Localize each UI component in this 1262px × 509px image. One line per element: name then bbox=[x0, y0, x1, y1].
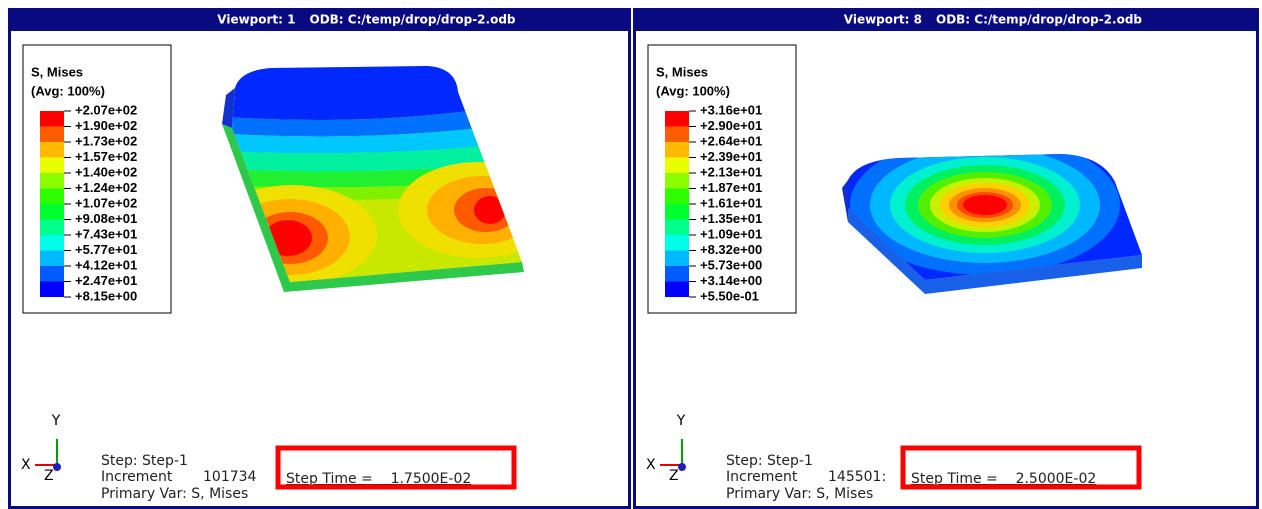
legend-swatch bbox=[40, 189, 64, 205]
legend-subtitle: (Avg: 100%) bbox=[656, 83, 730, 98]
legend-label: +1.87e+01 bbox=[700, 180, 762, 195]
legend-swatch bbox=[665, 235, 689, 251]
viewport-title: Viewport: 1 bbox=[217, 13, 295, 27]
triad-z-label: Z bbox=[669, 468, 679, 484]
odb-path: ODB: C:/temp/drop/drop-2.odb bbox=[310, 13, 516, 27]
legend-label: +8.15e+00 bbox=[75, 288, 137, 303]
legend-label: +3.16e+01 bbox=[700, 102, 762, 117]
legend-label: +5.77e+01 bbox=[75, 242, 137, 257]
legend-swatch bbox=[40, 173, 64, 189]
legend-swatch bbox=[40, 220, 64, 236]
legend-subtitle: (Avg: 100%) bbox=[31, 83, 105, 98]
triad-z-label: Z bbox=[44, 468, 54, 484]
status-step: Step: Step-1 bbox=[101, 453, 188, 469]
legend-label: +3.14e+00 bbox=[700, 273, 762, 288]
legend-label: +1.73e+02 bbox=[75, 133, 137, 148]
status-step: Step: Step-1 bbox=[726, 453, 813, 469]
legend-swatch bbox=[40, 235, 64, 251]
legend-label: +2.07e+02 bbox=[75, 102, 137, 117]
legend-label: +1.40e+02 bbox=[75, 164, 137, 179]
legend-swatch bbox=[40, 142, 64, 158]
triad-z bbox=[678, 463, 686, 471]
legend-label: +4.12e+01 bbox=[75, 257, 137, 272]
legend-title: S, Mises bbox=[31, 64, 83, 79]
legend-swatch bbox=[665, 158, 689, 174]
legend-swatch bbox=[665, 173, 689, 189]
status-primary: Primary Var: S, Mises bbox=[101, 486, 248, 502]
legend-label: +5.73e+00 bbox=[700, 257, 762, 272]
viewport-window: Viewport: 1 ODB: C:/temp/drop/drop-2.odb S… bbox=[0, 0, 1262, 509]
viewport-title: Viewport: 8 bbox=[844, 13, 922, 27]
triad-y-label: Y bbox=[676, 413, 686, 429]
status-increment: Increment bbox=[101, 469, 173, 485]
legend-label: +2.13e+01 bbox=[700, 164, 762, 179]
legend-swatch bbox=[40, 282, 64, 298]
legend-label: +1.35e+01 bbox=[700, 211, 762, 226]
legend-label: +1.24e+02 bbox=[75, 180, 137, 195]
legend-label: +2.47e+01 bbox=[75, 273, 137, 288]
status-increment-value: 145501: bbox=[828, 469, 886, 485]
legend-label: +5.50e-01 bbox=[700, 288, 759, 303]
status-increment: Increment bbox=[726, 469, 798, 485]
legend-title: S, Mises bbox=[656, 64, 708, 79]
triad-x-label: X bbox=[21, 457, 31, 473]
legend-label: +8.32e+00 bbox=[700, 242, 762, 257]
legend-label: +1.90e+02 bbox=[75, 118, 137, 133]
triad-z bbox=[53, 463, 61, 471]
status-primary: Primary Var: S, Mises bbox=[726, 486, 873, 502]
legend-swatch bbox=[40, 266, 64, 282]
legend-swatch bbox=[40, 251, 64, 267]
legend-label: +2.64e+01 bbox=[700, 133, 762, 148]
legend-swatch bbox=[665, 266, 689, 282]
legend-label: +1.61e+01 bbox=[700, 195, 762, 210]
legend-label: +1.57e+02 bbox=[75, 149, 137, 164]
status-increment-value: 101734 bbox=[203, 469, 257, 485]
legend-swatch bbox=[665, 189, 689, 205]
legend-swatch bbox=[40, 158, 64, 174]
legend-swatch bbox=[40, 204, 64, 220]
legend-label: +2.90e+01 bbox=[700, 118, 762, 133]
legend-swatch bbox=[665, 204, 689, 220]
triad-y-label: Y bbox=[51, 413, 61, 429]
legend-label: +9.08e+01 bbox=[75, 211, 137, 226]
legend-label: +1.09e+01 bbox=[700, 226, 762, 241]
legend-swatch bbox=[40, 111, 64, 127]
legend-label: +7.43e+01 bbox=[75, 226, 137, 241]
legend-swatch bbox=[665, 142, 689, 158]
legend-swatch bbox=[665, 111, 689, 127]
legend-swatch bbox=[665, 282, 689, 298]
legend-label: +1.07e+02 bbox=[75, 195, 137, 210]
legend-swatch bbox=[665, 251, 689, 267]
odb-path: ODB: C:/temp/drop/drop-2.odb bbox=[936, 13, 1142, 27]
legend-label: +2.39e+01 bbox=[700, 149, 762, 164]
legend-swatch bbox=[665, 220, 689, 236]
triad-x-label: X bbox=[646, 457, 656, 473]
legend-swatch bbox=[40, 127, 64, 143]
legend-swatch bbox=[665, 127, 689, 143]
